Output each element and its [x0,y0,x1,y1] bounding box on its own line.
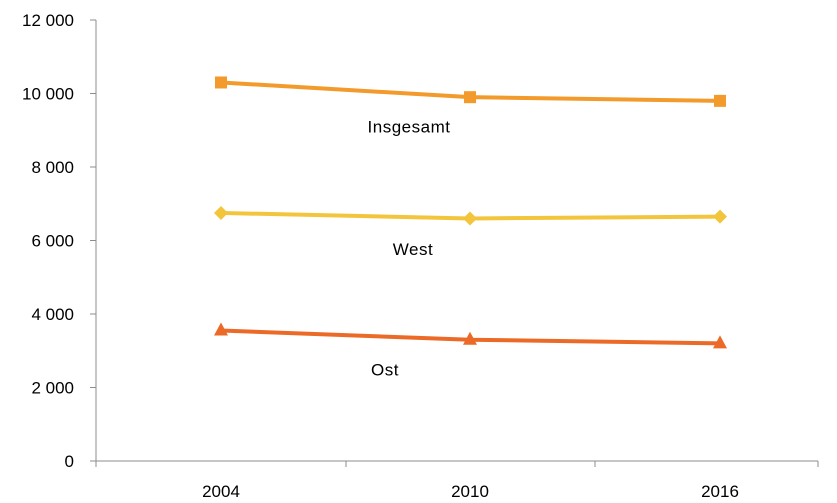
axes: 0 2 000 4 000 6 000 8 000 10 000 12 000 2004 201… [22,11,819,501]
series-layer [214,76,727,349]
series-label-west: West [393,240,433,259]
y-tick-label: 4 000 [31,305,74,324]
y-tick-label: 12 000 [22,11,74,30]
data-point-insgesamt [215,76,227,89]
data-point-west [463,211,477,226]
y-tick-label: 0 [65,452,74,471]
y-tick-label: 10 000 [22,85,74,104]
series-label-insgesamt: Insgesamt [368,117,451,136]
data-point-ost [214,322,228,336]
data-point-west [214,205,228,220]
data-point-ost [463,331,477,345]
data-point-insgesamt [464,91,476,104]
series-label-ost: Ost [371,361,399,380]
data-point-insgesamt [714,94,726,107]
y-tick-label: 2 000 [31,379,74,398]
x-tick-label: 2016 [701,482,739,501]
y-tick-label: 8 000 [31,158,74,177]
y-tick-label: 6 000 [31,232,74,251]
x-tick-label: 2004 [202,482,240,501]
series-labels: Insgesamt West Ost [368,117,451,380]
data-point-west [713,209,727,224]
x-tick-label: 2010 [451,482,489,501]
data-point-ost [713,335,727,349]
